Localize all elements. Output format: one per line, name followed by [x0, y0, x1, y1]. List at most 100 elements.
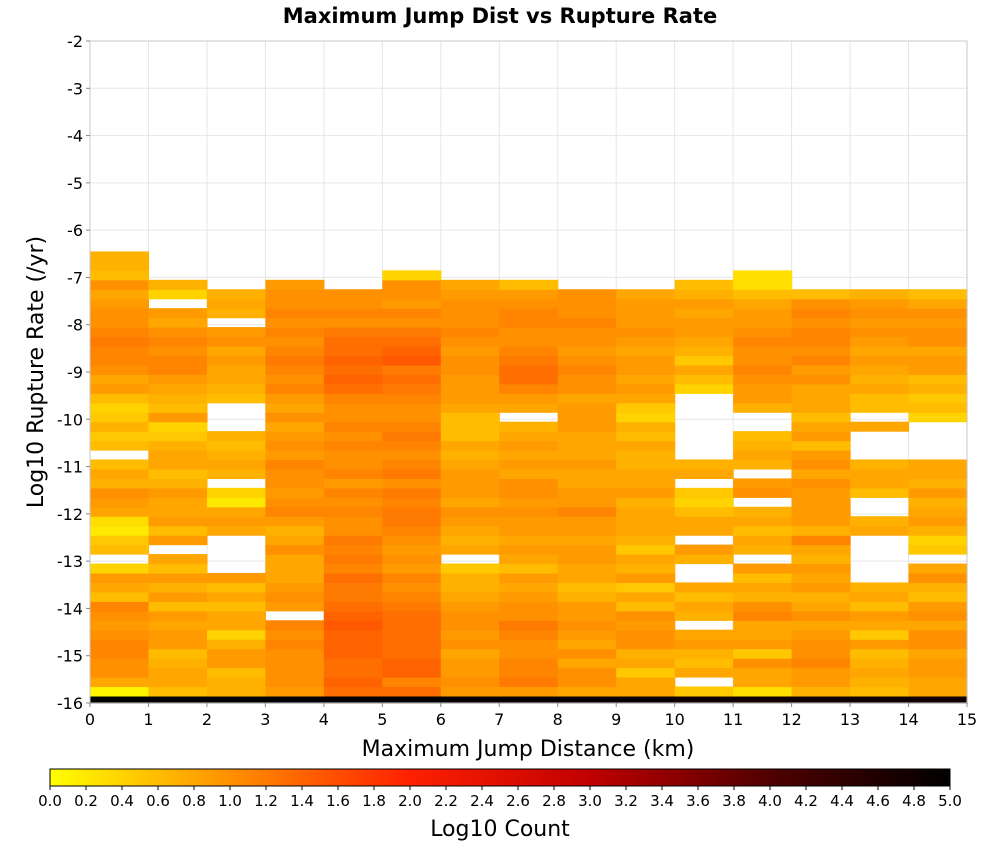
heatmap-cell	[674, 289, 734, 300]
y-tick-label: -6	[67, 221, 83, 240]
heatmap-cell	[382, 289, 442, 300]
heatmap-cell	[733, 516, 793, 527]
y-tick-label: -4	[67, 127, 83, 146]
heatmap-cell	[733, 327, 793, 338]
heatmap-cell	[265, 686, 325, 697]
heatmap-cell	[733, 620, 793, 631]
heatmap-cell	[90, 487, 150, 498]
heatmap-cell	[382, 497, 442, 508]
heatmap-cell	[674, 364, 734, 375]
heatmap-cell	[382, 676, 442, 688]
heatmap-cell	[148, 355, 208, 366]
heatmap-cell	[440, 327, 500, 338]
heatmap-cell	[850, 658, 910, 669]
heatmap-cell	[557, 421, 617, 432]
heatmap-cell	[90, 374, 150, 385]
heatmap-cell	[733, 374, 793, 385]
colorbar-tick-label: 4.0	[758, 792, 782, 810]
heatmap-cell	[90, 591, 150, 602]
heatmap-cell	[674, 601, 734, 612]
heatmap-cell	[908, 478, 968, 489]
heatmap-cell	[265, 364, 325, 375]
heatmap-cell	[499, 317, 559, 328]
x-tick-label: 8	[553, 710, 563, 729]
heatmap-cell	[674, 308, 734, 319]
heatmap-cell	[499, 402, 559, 413]
heatmap-cell	[850, 667, 910, 678]
heatmap-cell	[791, 402, 851, 413]
heatmap-cell	[850, 459, 910, 470]
heatmap-cell	[382, 327, 442, 338]
heatmap-cell	[850, 591, 910, 602]
heatmap-cell	[382, 525, 442, 536]
heatmap-cell	[674, 554, 734, 565]
heatmap-cell	[908, 695, 968, 704]
heatmap-cell	[323, 686, 383, 697]
heatmap-cell	[148, 676, 208, 688]
heatmap-cell	[908, 525, 968, 536]
heatmap-cell	[90, 298, 150, 309]
y-tick-label: -11	[57, 458, 83, 477]
heatmap-cell	[323, 676, 383, 688]
heatmap-cell	[265, 629, 325, 640]
heatmap-cell	[440, 345, 500, 357]
heatmap-cell	[908, 336, 968, 347]
heatmap-cell	[206, 601, 266, 612]
heatmap-cell	[499, 601, 559, 612]
heatmap-cell	[616, 487, 676, 498]
colorbar-tick-label: 2.2	[434, 792, 458, 810]
heatmap-cell	[499, 440, 559, 451]
heatmap-cell	[557, 308, 617, 319]
heatmap-cell	[616, 516, 676, 527]
heatmap-cell	[557, 364, 617, 375]
heatmap-cell	[674, 383, 734, 394]
heatmap-cell	[440, 431, 500, 442]
heatmap-cell	[616, 468, 676, 479]
heatmap-cell	[499, 620, 559, 631]
heatmap-cell	[265, 591, 325, 602]
heatmap-cell	[850, 374, 910, 385]
heatmap-cell	[908, 601, 968, 612]
heatmap-cell	[733, 440, 793, 451]
heatmap-cell	[733, 695, 793, 704]
heatmap-cell	[323, 620, 383, 631]
heatmap-cell	[908, 686, 968, 697]
heatmap-cell	[674, 487, 734, 498]
heatmap-cell	[382, 317, 442, 328]
heatmap-cell	[90, 601, 150, 612]
heatmap-cell	[382, 279, 442, 290]
heatmap-cell	[265, 535, 325, 546]
heatmap-cell	[791, 516, 851, 527]
heatmap-cell	[557, 487, 617, 498]
heatmap-cell	[382, 412, 442, 423]
heatmap-cell	[382, 421, 442, 432]
heatmap-cell	[206, 686, 266, 697]
heatmap-cell	[148, 572, 208, 584]
heatmap-cell	[90, 535, 150, 546]
colorbar-tick-label: 3.8	[722, 792, 746, 810]
colorbar-tick-label: 4.6	[866, 792, 890, 810]
heatmap-cell	[382, 459, 442, 470]
heatmap-cell	[791, 506, 851, 517]
heatmap-cell	[557, 336, 617, 347]
heatmap-cell	[674, 525, 734, 536]
heatmap-cell	[148, 535, 208, 546]
heatmap-cell	[850, 516, 910, 527]
heatmap-cell	[323, 431, 383, 442]
heatmap-cell	[791, 695, 851, 704]
heatmap-cell	[499, 648, 559, 659]
heatmap-cell	[557, 383, 617, 394]
heatmap-cell	[440, 364, 500, 375]
heatmap-cell	[440, 478, 500, 489]
heatmap-cell	[206, 620, 266, 631]
heatmap-cell	[382, 695, 442, 704]
heatmap-cell	[557, 516, 617, 527]
heatmap-cell	[791, 327, 851, 338]
colorbar-tick-label: 1.0	[218, 792, 242, 810]
heatmap-cell	[850, 468, 910, 479]
heatmap-cell	[323, 535, 383, 546]
heatmap-cell	[499, 374, 559, 385]
heatmap-cell	[148, 327, 208, 338]
heatmap-cell	[733, 658, 793, 669]
heatmap-cell	[616, 317, 676, 328]
